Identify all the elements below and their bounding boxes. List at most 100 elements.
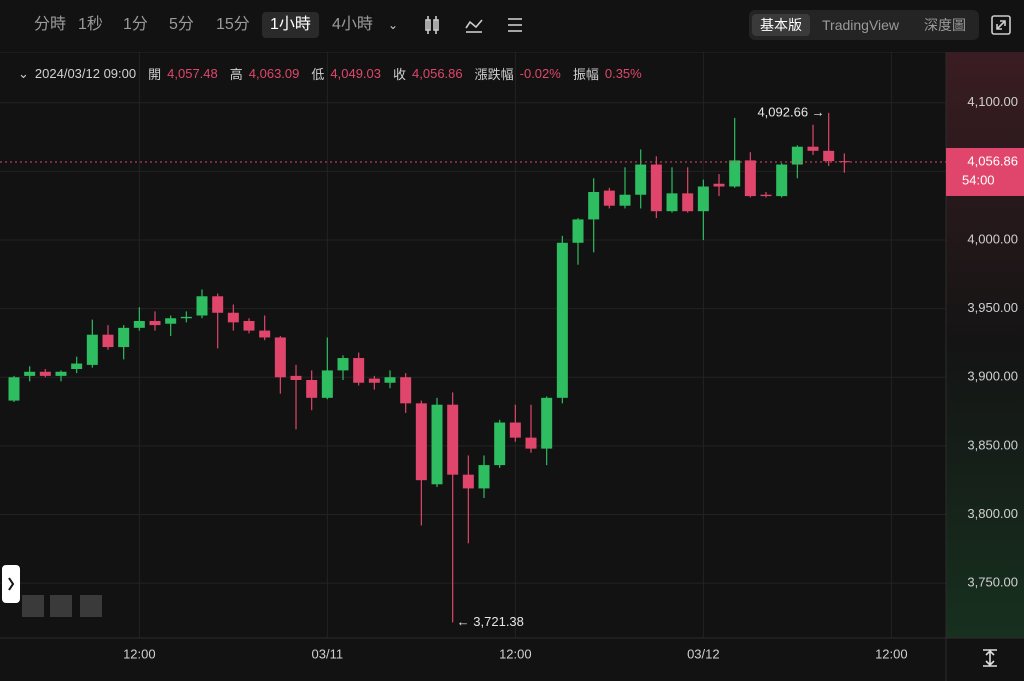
watermark [22,595,102,617]
y-tick-label: 3,950.00 [967,300,1018,315]
last-price-label: 4,056.86 [967,153,1018,168]
extreme-label: 4,092.66 → [757,104,824,119]
candle-body [588,191,600,220]
candle-body [462,474,474,489]
candle-body [478,465,490,489]
fullscreen-icon[interactable] [990,14,1012,36]
candle-body [165,318,177,324]
candle-body [212,296,224,313]
candle-body [86,334,98,365]
legend-value: 4,063.09 [248,66,300,81]
candle-body [274,337,286,378]
x-tick-label: 03/12 [687,646,720,661]
candle-body [39,371,51,376]
y-tick-label: 3,900.00 [967,369,1018,384]
y-tick-label: 3,800.00 [967,506,1018,521]
candle-body [572,219,584,243]
indicator-icon[interactable] [465,19,483,29]
legend-label: 漲跌幅 [474,67,514,82]
candle-body [541,397,553,449]
legend-toggle[interactable]: ⌄ [18,65,29,81]
candle-body [149,320,161,326]
candle-body [384,377,396,383]
view-button[interactable]: 基本版 [752,14,810,36]
x-tick-label: 12:00 [875,646,908,661]
legend-time: 2024/03/12 09:00 [34,66,137,81]
candle-body [525,437,537,449]
last-price-box [946,147,1024,196]
x-tick-label: 12:00 [499,646,532,661]
candle-body [635,164,647,195]
candle-body [760,194,772,197]
candle-body [823,150,835,162]
legend-value: -0.02% [519,66,561,81]
ohlc-legend: ⌄ 2024/03/12 09:00 開 4,057.48 高 4,063.09 低 4,04… [18,64,648,83]
price-axis-bg [946,52,1024,638]
interval-button[interactable]: 5分 [169,16,194,33]
candle-body [415,403,427,481]
dropdown-icon[interactable]: ⌄ [388,18,399,32]
candle-body [133,320,145,328]
legend-value: 4,057.48 [167,66,218,81]
candle-body [118,327,130,348]
interval-button[interactable]: 1分 [123,16,148,33]
y-tick-label: 4,100.00 [967,94,1018,109]
candle-body [321,370,333,398]
candle-body [353,358,365,383]
grid [0,52,946,638]
axis-reset-icon[interactable] [983,649,997,667]
legend-value: 4,049.03 [330,66,381,81]
legend-value: 0.35% [604,66,642,81]
legend-label: 低 [311,67,325,82]
legend-label: 收 [393,67,407,82]
candle-body [791,146,803,165]
interval-button[interactable]: 1小時 [262,12,319,38]
candle-body [337,358,349,371]
countdown-label: 54:00 [962,172,995,187]
candle-body [71,363,83,370]
candle-body [290,375,302,380]
interval-button[interactable]: 分時 [34,16,67,33]
interval-button[interactable]: 1秒 [78,16,103,33]
candle-body [838,161,850,163]
y-tick-label: 3,850.00 [967,437,1018,452]
candle-body [227,312,239,323]
candle-body [400,377,412,404]
tool-icons [425,16,522,34]
y-tick-label: 3,750.00 [967,575,1018,590]
view-button[interactable]: TradingView [822,17,900,33]
x-tick-label: 12:00 [123,646,156,661]
candle-body [447,404,459,475]
chart: 3,750.00 3,800.00 3,850.00 3,900.00 3,950.00… [0,52,1024,681]
candle-body [259,330,271,338]
legend-label: 開 [148,67,162,82]
candle-body [776,164,788,197]
candle-body [180,316,192,319]
candle-body [603,190,615,206]
interval-button[interactable]: 15分 [216,16,250,33]
extreme-label: ← 3,721.38 [457,614,524,629]
candle-body [102,334,114,348]
candle-body [650,164,662,212]
candle-body [666,193,678,212]
candle-body [807,146,819,151]
legend-value: 4,056.86 [412,66,463,81]
candle-body [494,422,506,466]
candle-body [8,377,20,401]
legend-label: 高 [229,67,243,82]
candle-body [243,320,255,331]
candle-body [744,160,756,197]
candle-body [729,160,741,187]
x-tick-label: 03/11 [312,646,344,661]
candle-body [509,422,521,438]
interval-button[interactable]: 4小時 [332,16,373,33]
candle-body [368,378,380,383]
side-panel-toggle[interactable] [2,565,20,603]
candle-body [619,194,631,206]
candle-body [24,371,36,376]
candle-body [682,193,694,212]
view-button[interactable]: 深度圖 [924,17,966,33]
candle-body [713,183,725,187]
candle-body [556,242,568,398]
